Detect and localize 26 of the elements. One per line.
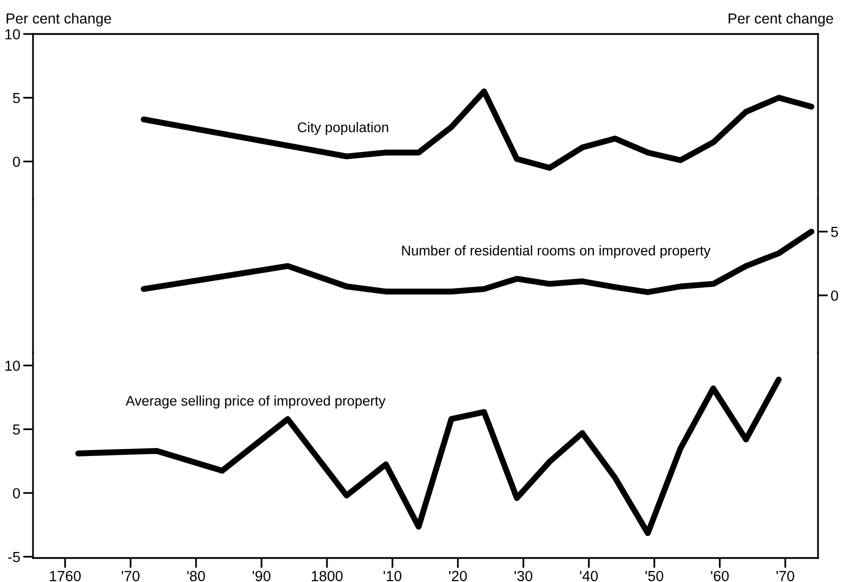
x-tick-label: '50 (646, 570, 664, 582)
y-tick-label: 0 (12, 156, 20, 167)
x-tick-label: '10 (384, 570, 402, 582)
y2-tick-label: 0 (831, 290, 838, 301)
y-axis-title: Per cent change (6, 12, 112, 27)
y-tick-label: -5 (8, 552, 20, 562)
y-tick-label: 10 (5, 29, 20, 40)
x-tick-label: '80 (187, 570, 205, 582)
series-label: Number of residential rooms on improved property (402, 245, 711, 258)
x-tick-label: 1800 (312, 570, 343, 582)
x-tick-label: '40 (580, 570, 598, 582)
x-tick-label: 1760 (50, 570, 81, 582)
y-tick-label: 5 (12, 93, 20, 104)
series-label: City population (298, 122, 388, 135)
x-tick-label: '20 (449, 570, 467, 582)
y-tick-label: 5 (12, 424, 20, 435)
x-tick-label: '60 (711, 570, 729, 582)
y2-axis-title: Per cent change (728, 12, 834, 27)
y2-tick-label: 5 (831, 226, 838, 238)
x-tick-label: '70 (122, 570, 140, 582)
x-tick-label: '30 (514, 570, 532, 582)
x-tick-label: '90 (252, 570, 270, 582)
text: Average selling price of improved property (126, 396, 386, 408)
y-tick-label: 10 (5, 360, 20, 371)
y-tick-label: 0 (12, 488, 20, 498)
x-tick-label: '70 (776, 570, 794, 582)
